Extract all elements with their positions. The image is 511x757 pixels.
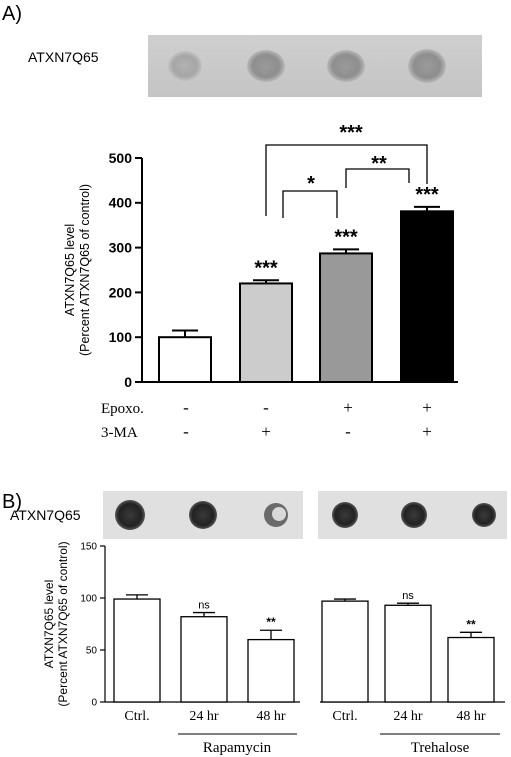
blot-dot <box>332 502 358 528</box>
blot-dot <box>408 49 446 83</box>
significance-label: ns <box>198 600 210 612</box>
category-label: Ctrl. <box>124 709 149 724</box>
panel-b: B) ATXN7Q65 ATXN7Q65 level (Percent ATXN… <box>2 491 507 756</box>
panel-a: A) ATXN7Q65 ATXN7Q65 level (Percent ATXN… <box>2 3 482 441</box>
bar <box>247 638 295 703</box>
bar <box>384 604 432 703</box>
treatment-sign: - <box>345 422 351 441</box>
y-tick-label: 200 <box>109 284 133 300</box>
bracket-bar2-bar3 <box>282 190 338 218</box>
bracket-bar2-bar4 <box>265 144 428 216</box>
treatment-table: Epoxo. 3-MA - - + + - + - + <box>101 398 432 441</box>
panel-a-label: A) <box>2 3 22 25</box>
bar <box>321 600 369 703</box>
bar <box>447 636 495 703</box>
group-label-rapamycin: Rapamycin <box>203 740 272 756</box>
blot-dot <box>327 50 365 82</box>
comparison-mark: ** <box>371 153 387 175</box>
y-tick-label: 0 <box>91 698 97 709</box>
panel-b-blot-label: ATXN7Q65 <box>10 507 81 523</box>
y-tick-label: 300 <box>109 240 133 256</box>
category-label: 48 hr <box>456 709 486 724</box>
bar <box>113 598 161 703</box>
panel-b-ylabel-line1: ATXN7Q65 level <box>42 580 56 668</box>
treatment-sign: + <box>343 398 353 417</box>
panel-b-chart-trehalose: Ctrl. ns 24 hr ** 48 hr <box>320 590 505 724</box>
bar <box>319 252 373 383</box>
category-label: 48 hr <box>256 709 286 724</box>
treatment-sign: + <box>422 422 432 441</box>
panel-b-label: B) <box>2 491 22 513</box>
blot-dot <box>168 51 202 81</box>
comparison-mark: * <box>307 173 315 195</box>
significance-label: ns <box>402 590 414 602</box>
treatment-row-label: Epoxo. <box>101 401 144 417</box>
panel-b-ylabel-line2: (Percent ATXN7Q65 of control) <box>56 541 70 706</box>
category-label: 24 hr <box>189 709 219 724</box>
y-tick-label: 100 <box>80 594 97 605</box>
bracket-bar3-bar4 <box>345 168 410 188</box>
panel-a-ylabel-line1: ATXN7Q65 level <box>63 224 77 316</box>
bar <box>239 282 293 383</box>
treatment-sign: - <box>263 398 269 417</box>
blot-dot <box>115 500 145 530</box>
group-label-trehalose: Trehalose <box>411 740 470 756</box>
significance-label: ** <box>466 617 476 631</box>
panel-a-blot-label: ATXN7Q65 <box>28 49 99 65</box>
treatment-sign: + <box>422 398 432 417</box>
category-label: 24 hr <box>393 709 423 724</box>
y-tick-label: 50 <box>86 646 98 657</box>
panel-a-brackets <box>265 144 428 218</box>
bar <box>400 210 454 383</box>
comparison-mark: *** <box>339 122 363 144</box>
bar <box>158 336 212 384</box>
y-tick-label: 100 <box>109 329 133 345</box>
panel-a-ylabel-line2: (Percent ATXN7Q65 of control) <box>78 184 92 356</box>
treatment-row-label: 3-MA <box>101 425 138 441</box>
blot-dot <box>401 502 427 528</box>
y-tick-label: 400 <box>109 195 133 211</box>
significance-label: *** <box>334 226 358 248</box>
y-tick-label: 0 <box>124 374 132 390</box>
blot-dot <box>189 501 217 529</box>
y-tick-label: 150 <box>80 542 97 553</box>
category-label: Ctrl. <box>332 709 357 724</box>
treatment-sign: + <box>261 422 271 441</box>
blot-dot-highlight <box>272 507 286 521</box>
panel-b-chart-rapamycin: 0 50 100 150 Ctrl. ns 24 hr ** 48 hr <box>80 542 300 724</box>
bar <box>180 616 228 703</box>
significance-label: *** <box>415 184 439 206</box>
panel-a-ylabel: ATXN7Q65 level (Percent ATXN7Q65 of cont… <box>63 184 92 356</box>
blot-dot <box>472 503 496 527</box>
panel-b-ylabel: ATXN7Q65 level (Percent ATXN7Q65 of cont… <box>42 541 70 706</box>
treatment-sign: - <box>183 422 189 441</box>
y-tick-label: 500 <box>109 150 133 166</box>
treatment-sign: - <box>183 398 189 417</box>
blot-dot <box>247 50 285 82</box>
significance-label: *** <box>254 257 278 279</box>
significance-label: ** <box>266 615 276 629</box>
